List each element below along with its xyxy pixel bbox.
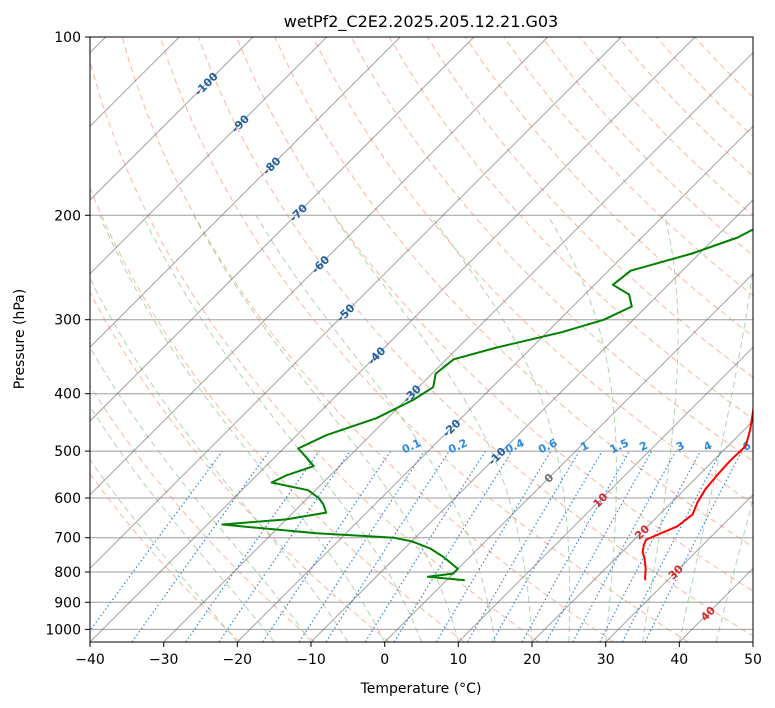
sounding-profiles — [221, 228, 753, 582]
x-tick-label: −40 — [75, 652, 105, 668]
x-tick-label: 50 — [744, 652, 762, 668]
y-axis-ticks: 100 200 300 400 500 600 700 800 900 1000 — [45, 30, 90, 638]
moist-adiabat-line — [678, 264, 753, 642]
mixing-ratio-line — [325, 450, 450, 642]
dry-adiabat-line — [121, 37, 614, 642]
mixing-ratio-line — [521, 450, 631, 642]
mixing-ratio-line — [218, 450, 351, 642]
plot-frame — [89, 36, 754, 643]
dewpoint-profile-line — [221, 228, 753, 582]
moist-adiabat-line — [193, 215, 459, 642]
dry-adiabat-line — [236, 37, 753, 592]
dry-adiabat-line — [426, 37, 753, 378]
isotherm-line — [90, 37, 475, 422]
mixing-ratio-line — [262, 450, 392, 642]
x-axis-ticks: −40 −30 −20 −10 0 10 20 30 40 50 — [75, 642, 762, 668]
dry-adiabat-line — [312, 37, 753, 505]
moist-adiabat-line — [90, 405, 275, 642]
isotherm-line — [90, 37, 328, 275]
isotherm-line — [163, 51, 753, 642]
dry-adiabat-line — [159, 37, 689, 642]
isotherm-line — [90, 37, 696, 642]
moist-adiabat-line — [99, 215, 386, 642]
mixing-ratio-line — [131, 450, 270, 642]
moist-adiabat-line — [142, 215, 422, 642]
y-tick-label: 200 — [54, 208, 81, 224]
mixing-ratio-line — [185, 450, 320, 642]
moist-adiabat-line — [430, 215, 571, 642]
moist-adiabat-line — [90, 346, 312, 642]
mixing-ratio-line — [644, 450, 743, 642]
isotherm-line — [457, 346, 753, 642]
mixing-ratio-line — [298, 450, 425, 642]
x-axis-title: Temperature (°C) — [360, 681, 482, 697]
y-tick-label: 100 — [54, 30, 81, 46]
chart-title: wetPf2_C2E2.2025.205.12.21.G03 — [284, 12, 558, 32]
y-tick-label: 700 — [54, 531, 81, 547]
isotherm-line — [384, 272, 753, 642]
moist-adiabat-line — [90, 458, 238, 642]
x-tick-label: 30 — [597, 652, 615, 668]
moist-adiabat-line — [642, 215, 679, 642]
dry-adiabat-line — [350, 37, 753, 462]
x-tick-label: 10 — [449, 652, 467, 668]
isobar-gridlines — [90, 37, 753, 630]
x-tick-label: 20 — [523, 652, 541, 668]
isotherm-line — [531, 420, 753, 642]
dry-adiabat-line — [503, 37, 753, 297]
x-tick-label: −10 — [296, 652, 326, 668]
mixing-ratio-line — [393, 450, 513, 642]
y-axis-title: Pressure (hPa) — [12, 289, 28, 389]
mixing-ratio-line — [545, 450, 653, 642]
temperature-profile-line — [641, 404, 753, 581]
isotherm-line — [90, 37, 401, 349]
dry-adiabat-line — [90, 291, 390, 642]
isotherm-line — [605, 493, 753, 642]
y-tick-label: 1000 — [45, 622, 81, 638]
x-tick-label: −20 — [223, 652, 253, 668]
y-tick-label: 400 — [54, 387, 81, 403]
x-tick-label: 0 — [380, 652, 389, 668]
y-tick-label: 800 — [54, 565, 81, 581]
isotherm-line — [90, 37, 254, 201]
dry-adiabat-line — [388, 37, 753, 420]
x-tick-label: 40 — [670, 652, 688, 668]
y-tick-label: 300 — [54, 313, 81, 329]
x-tick-label: −30 — [149, 652, 179, 668]
mixing-ratio-lines — [90, 450, 743, 642]
isotherm-line — [90, 37, 622, 570]
dry-adiabat-line — [90, 384, 316, 642]
dry-adiabat-line — [274, 37, 753, 548]
y-tick-label: 500 — [54, 444, 81, 460]
isotherm-line — [236, 125, 753, 642]
dry-adiabat-line — [90, 472, 241, 642]
dry-adiabat-line — [90, 59, 540, 642]
y-tick-label: 900 — [54, 595, 81, 611]
mixing-ratio-line — [572, 450, 677, 642]
moist-adiabat-line — [547, 215, 617, 642]
mixing-ratio-line — [90, 450, 223, 632]
y-tick-label: 600 — [54, 491, 81, 507]
isotherm-line — [90, 37, 549, 496]
dry-adiabat-line — [465, 37, 753, 338]
plot-area: -100-90-80-70-60-50-40-30-20-10010203040… — [90, 37, 753, 642]
moist-adiabat-line — [332, 215, 533, 642]
